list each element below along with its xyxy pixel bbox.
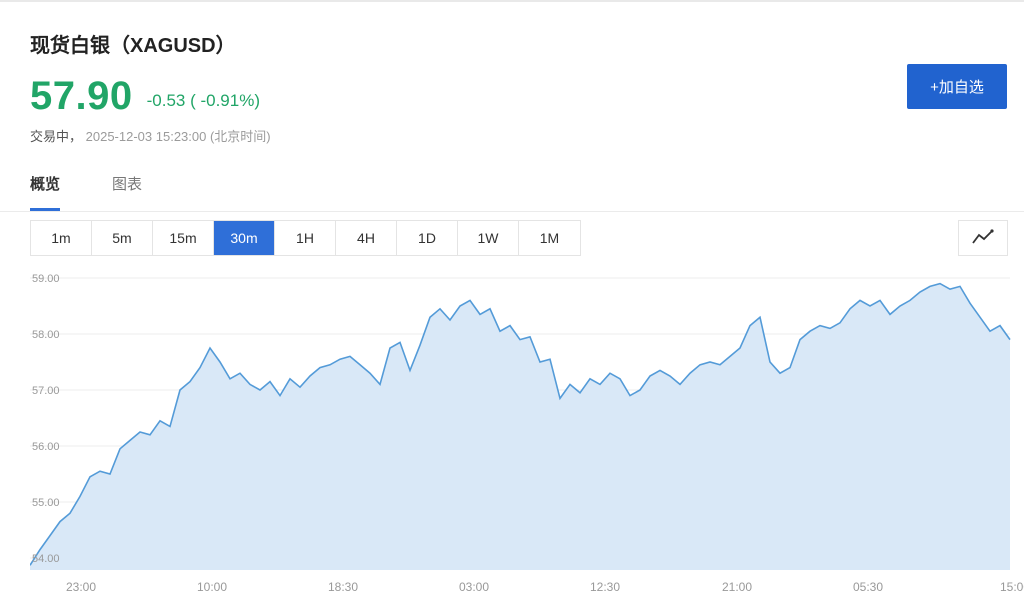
- x-axis-label: 18:30: [328, 580, 358, 594]
- trading-status: 交易中，: [30, 129, 83, 144]
- price-chart[interactable]: 54.00 55.00 56.00 57.00 58.00 59.00 23:00 10:00…: [30, 270, 1024, 602]
- price-change: -0.53 ( -0.91%): [146, 91, 260, 110]
- timeframe-1w[interactable]: 1W: [458, 221, 519, 255]
- timeframe-5m[interactable]: 5m: [92, 221, 153, 255]
- chart-type-button[interactable]: [958, 220, 1008, 256]
- y-axis-label: 55.00: [32, 497, 60, 509]
- line-chart-icon: [972, 229, 994, 244]
- timeframe-1d[interactable]: 1D: [397, 221, 458, 255]
- timeframe-4h[interactable]: 4H: [336, 221, 397, 255]
- x-axis-label: 12:30: [590, 580, 620, 594]
- x-axis-label: 15:00: [1000, 580, 1024, 594]
- x-axis-label: 21:00: [722, 580, 752, 594]
- y-axis-label: 57.00: [32, 385, 60, 397]
- x-axis-label: 03:00: [459, 580, 489, 594]
- timeframe-1m[interactable]: 1m: [31, 221, 92, 255]
- x-axis-label: 10:00: [197, 580, 227, 594]
- y-axis-label: 59.00: [32, 273, 60, 285]
- tab-overview[interactable]: 概览: [30, 167, 61, 211]
- timeframe-bar: 1m 5m 15m 30m 1H 4H 1D 1W 1M: [30, 220, 581, 256]
- x-axis-label: 23:00: [66, 580, 96, 594]
- tab-chart[interactable]: 图表: [112, 176, 143, 193]
- instrument-title: 现货白银（XAGUSD）: [30, 35, 236, 57]
- y-axis-label: 54.00: [32, 553, 60, 565]
- page-top-border: [0, 0, 1024, 2]
- timeframe-30m[interactable]: 30m: [214, 221, 275, 255]
- quote-timestamp: 2025-12-03 15:23:00 (北京时间): [85, 129, 271, 144]
- area-fill: [30, 283, 1010, 570]
- add-watchlist-button[interactable]: +加自选: [907, 64, 1007, 109]
- price-row: 57.90 -0.53 ( -0.91%): [30, 76, 994, 116]
- x-axis-label: 05:30: [853, 580, 883, 594]
- timeframe-1h[interactable]: 1H: [275, 221, 336, 255]
- timeframe-15m[interactable]: 15m: [153, 221, 214, 255]
- chart-toolbar: 1m 5m 15m 30m 1H 4H 1D 1W 1M: [0, 220, 1024, 256]
- y-axis-label: 58.00: [32, 329, 60, 341]
- timeframe-1m[interactable]: 1M: [519, 221, 580, 255]
- view-tabs: 概览 图表: [0, 167, 1024, 212]
- current-price: 57.90: [30, 74, 133, 118]
- status-row: 交易中， 2025-12-03 15:23:00 (北京时间): [30, 126, 994, 145]
- price-line: [30, 282, 1011, 566]
- y-axis-label: 56.00: [32, 441, 60, 453]
- price-chart-area[interactable]: 54.00 55.00 56.00 57.00 58.00 59.00 23:00 10:00…: [30, 270, 1024, 602]
- instrument-header: 现货白银（XAGUSD） 57.90 -0.53 ( -0.91%) 交易中， …: [0, 2, 1024, 145]
